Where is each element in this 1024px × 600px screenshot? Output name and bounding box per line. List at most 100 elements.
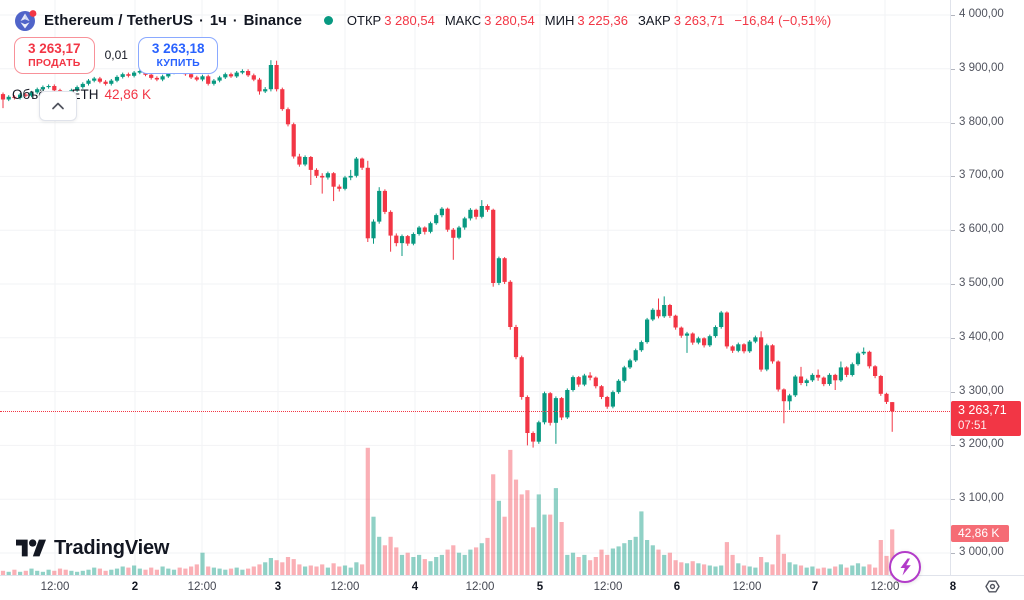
candle-body (565, 390, 570, 418)
candle-body (80, 83, 85, 88)
candle-body (194, 77, 199, 80)
current-price-line (0, 411, 950, 412)
price-tick-mark (951, 337, 955, 339)
time-axis[interactable]: 12:00 2 12:00 3 12:00 4 12:00 5 12:00 6 12:00 7 12:0… (0, 575, 1024, 600)
candle-body (103, 81, 108, 84)
volume-bar (873, 567, 878, 575)
market-status-dot[interactable] (323, 15, 333, 25)
candle-body (582, 375, 587, 385)
lightning-bolt-icon (900, 558, 911, 576)
buy-button[interactable]: 3 263,18 КУПИТЬ (137, 37, 219, 74)
volume-bar (348, 567, 353, 575)
candle-body (844, 367, 849, 375)
volume-bar (6, 571, 11, 575)
candle-body (833, 374, 838, 381)
volume-bar (439, 554, 444, 575)
candle-body (479, 206, 484, 217)
candle-body (160, 76, 165, 80)
volume-bar (690, 561, 695, 575)
volume-bar (582, 554, 587, 575)
price-tick-label: 3 700,00 (959, 169, 1004, 182)
volume-bar (314, 566, 319, 575)
volume-bar (622, 543, 627, 575)
time-tick-label: 12:00 (870, 581, 900, 593)
volume-bar (285, 557, 291, 575)
candle-body (673, 315, 678, 328)
candle-body (29, 92, 34, 96)
volume-bar (126, 567, 131, 575)
price-tick-label: 3 300,00 (959, 384, 1004, 397)
candle-body (531, 433, 536, 442)
candle-body (696, 338, 701, 343)
symbol-name[interactable]: Ethereum / TetherUS (44, 11, 194, 29)
candle-body (656, 309, 661, 317)
volume-bar (570, 552, 576, 575)
tradingview-watermark[interactable]: TradingView (16, 536, 169, 560)
candle-body (274, 65, 279, 90)
open-label: ОТКР (346, 12, 382, 28)
candle-body (890, 402, 895, 412)
volume-bar (707, 565, 712, 575)
candle-body (519, 357, 524, 397)
candle-body (753, 337, 758, 342)
volume-bar (308, 565, 313, 575)
candle-body (297, 156, 302, 165)
volume-bar (109, 569, 114, 575)
volume-bar (610, 548, 615, 575)
candle-body (40, 87, 45, 90)
volume-bar (684, 563, 690, 575)
price-axis[interactable]: 4 000,00 3 900,00 3 800,00 3 700,00 3 600,00… (950, 0, 1024, 575)
time-tick-day-label: 3 (274, 581, 282, 593)
ohlc-values: ОТКР 3 280,54 МАКС 3 280,54 МИН 3 225,36 ЗА… (347, 13, 831, 28)
volume-bar (548, 514, 553, 575)
volume-bar (428, 561, 433, 575)
candle-body (679, 327, 684, 336)
volume-bar (645, 540, 650, 575)
candle-body (52, 86, 57, 91)
candle-body (320, 175, 325, 178)
volume-bar (445, 549, 450, 575)
candle-body (109, 80, 114, 84)
price-tick-label: 3 600,00 (959, 223, 1004, 236)
volume-bar (75, 571, 80, 575)
candle-body (770, 345, 775, 362)
candle-body (240, 71, 245, 73)
volume-bar (63, 569, 68, 575)
volume-bar (838, 564, 843, 575)
collapse-legend-button[interactable] (39, 91, 77, 121)
volume-bar (878, 540, 883, 575)
interval-label[interactable]: 1ч (209, 11, 227, 29)
volume-bar (787, 562, 792, 575)
volume-bar (103, 570, 108, 575)
candle-body (445, 208, 450, 230)
axis-settings-gear-icon[interactable] (984, 578, 1001, 595)
volume-bar (365, 447, 370, 575)
candle-body (23, 94, 28, 96)
volume-legend[interactable]: Объём · ETH 42,86 K (12, 87, 151, 102)
time-tick-day-label: 7 (811, 581, 819, 593)
volume-bar (189, 566, 194, 575)
candle-body (707, 336, 712, 346)
candle-body (787, 395, 792, 402)
ethereum-logo-icon[interactable] (14, 9, 37, 32)
volume-bar (223, 569, 228, 575)
current-price-tag: 3 263,71 07:51 (951, 401, 1021, 436)
volume-bar (508, 449, 513, 575)
close-label: ЗАКР (637, 12, 671, 28)
sell-button[interactable]: 3 263,17 ПРОДАТЬ (14, 37, 95, 74)
candle-body (439, 208, 444, 216)
candle-body (496, 258, 501, 283)
candle-body (650, 309, 655, 320)
candle-body (371, 221, 376, 239)
candle-body (126, 74, 131, 76)
volume-bar (166, 568, 171, 575)
volume-bar (251, 566, 256, 575)
exchange-label[interactable]: Binance (243, 11, 302, 29)
price-tick-label: 4 000,00 (959, 8, 1004, 20)
candle-body (377, 190, 382, 222)
volume-bar (525, 490, 530, 575)
volume-bar (753, 567, 758, 575)
instant-order-lightning-button[interactable] (889, 551, 921, 583)
candle-body (741, 344, 747, 352)
